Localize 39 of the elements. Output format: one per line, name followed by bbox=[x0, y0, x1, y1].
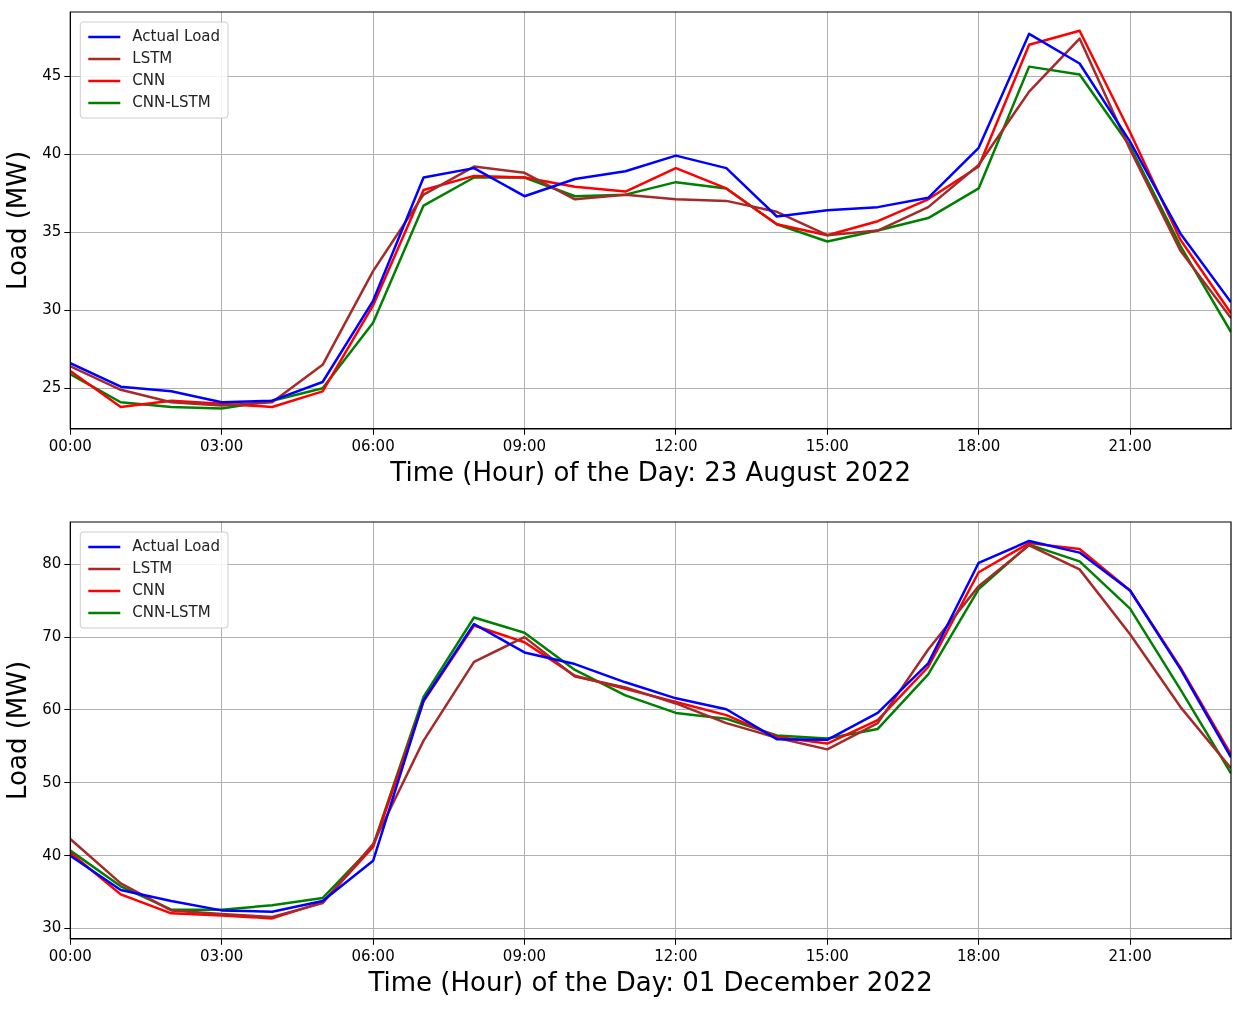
y-tick-label: 60 bbox=[42, 699, 62, 718]
x-tick-label: 18:00 bbox=[957, 436, 1001, 455]
x-tick-label: 06:00 bbox=[351, 946, 395, 965]
legend-label: LSTM bbox=[132, 48, 173, 67]
x-tick-label: 12:00 bbox=[654, 436, 698, 455]
x-tick-label: 00:00 bbox=[48, 946, 92, 965]
x-tick-label: 21:00 bbox=[1108, 946, 1152, 965]
y-tick-label: 40 bbox=[42, 143, 62, 162]
legend-label: Actual Load bbox=[132, 26, 221, 45]
y-tick-label: 35 bbox=[42, 222, 62, 240]
x-tick-label: 03:00 bbox=[200, 946, 244, 965]
y-tick-label: 25 bbox=[42, 378, 62, 397]
x-tick-label: 21:00 bbox=[1108, 436, 1152, 455]
legend-label: Actual Load bbox=[132, 536, 221, 555]
y-axis-title: Load (MW) bbox=[2, 660, 33, 800]
x-tick-label: 18:00 bbox=[957, 946, 1001, 965]
x-tick-label: 09:00 bbox=[502, 946, 547, 965]
x-axis-title: Time (Hour) of the Day: 23 August 2022 bbox=[389, 457, 911, 488]
y-tick-label: 45 bbox=[42, 65, 62, 84]
legend-label: CNN bbox=[132, 70, 166, 89]
y-tick-label: 30 bbox=[42, 918, 62, 937]
x-tick-label: 06:00 bbox=[351, 436, 395, 455]
y-tick-label: 70 bbox=[42, 627, 62, 646]
y-tick-label: 30 bbox=[42, 300, 62, 319]
x-tick-label: 09:00 bbox=[502, 436, 547, 455]
y-axis-title: Load (MW) bbox=[2, 150, 33, 290]
x-tick-label: 03:00 bbox=[200, 436, 244, 455]
legend-label: LSTM bbox=[132, 558, 173, 577]
x-tick-label: 15:00 bbox=[805, 946, 849, 965]
x-tick-label: 15:00 bbox=[805, 436, 849, 455]
legend-label: CNN-LSTM bbox=[132, 602, 211, 621]
x-tick-label: 00:00 bbox=[48, 436, 92, 455]
y-tick-label: 50 bbox=[42, 772, 62, 791]
legend-label: CNN bbox=[132, 580, 166, 599]
x-axis-title: Time (Hour) of the Day: 01 December 2022 bbox=[367, 967, 933, 998]
y-tick-label: 40 bbox=[42, 845, 62, 864]
legend-label: CNN-LSTM bbox=[132, 92, 211, 111]
x-tick-label: 12:00 bbox=[654, 946, 698, 965]
y-tick-label: 80 bbox=[42, 554, 62, 573]
